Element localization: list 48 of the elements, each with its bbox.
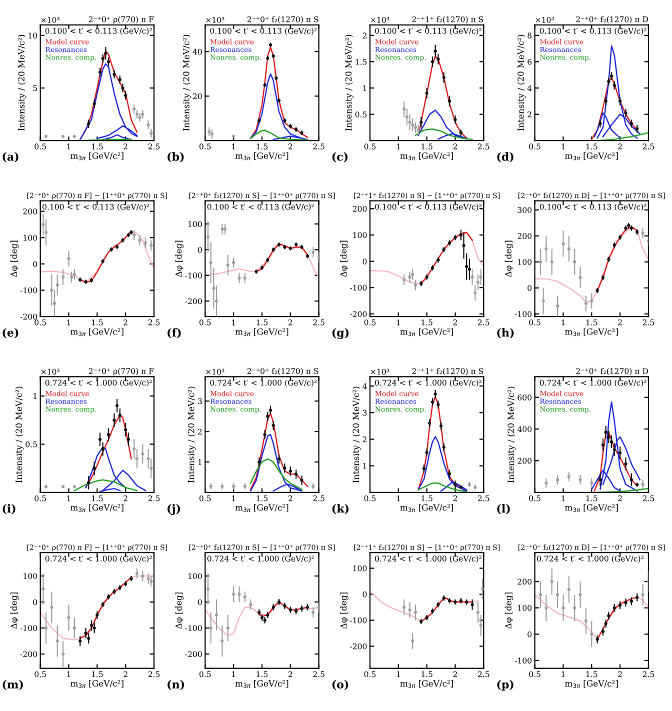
x-axis-title: m$_{3π}$ [GeV/c²] — [235, 504, 288, 512]
text: (n) — [168, 680, 184, 690]
x-axis-title: m$_{3π}$ [GeV/c²] — [235, 328, 288, 336]
x-axis-title: m$_{3π}$ [GeV/c²] — [400, 504, 453, 512]
text: (m) — [2, 680, 23, 690]
y-axis-title: Δφ [deg] — [10, 592, 19, 629]
y-axis-title: Δφ [deg] — [340, 592, 348, 629]
x-axis-title: m$_{3π}$ [GeV/c²] — [70, 504, 124, 512]
x-axis-title: m$_{3π}$ [GeV/c²] — [400, 152, 453, 160]
y-axis-title: Intensity / (20 MeV/c²) — [18, 34, 26, 131]
y-axis-title: Intensity / (20 MeV/c²) — [345, 34, 354, 131]
x-axis-title: m$_{3π}$ [GeV/c²] — [400, 328, 453, 336]
text: (p) — [497, 680, 514, 691]
text: (j) — [168, 504, 180, 515]
text: (g) — [332, 328, 349, 340]
x-axis-title: m$_{3π}$ [GeV/c²] — [564, 504, 618, 512]
text: (d) — [497, 152, 514, 162]
y-axis-title: Intensity / (20 MeV/c²) — [182, 34, 192, 131]
text: (a) — [2, 152, 18, 162]
y-axis-title: Intensity / (20 MeV/c²) — [517, 34, 526, 131]
x-axis-title: m$_{3π}$ [GeV/c²] — [564, 152, 618, 160]
text: (i) — [2, 504, 16, 514]
y-axis-title: Δφ [deg] — [10, 240, 19, 277]
y-axis-title: Intensity / (20 MeV/c²) — [15, 386, 24, 483]
y-axis-title: Δφ [deg] — [504, 592, 514, 629]
y-axis-title: Δφ [deg] — [504, 240, 514, 277]
x-axis-title: m$_{3π}$ [GeV/c²] — [400, 680, 453, 688]
y-axis-title: Δφ [deg] — [175, 240, 184, 277]
y-axis-title: Intensity / (20 MeV/c²) — [352, 386, 361, 483]
text: (e) — [2, 328, 18, 338]
y-axis-title: Δφ [deg] — [175, 592, 184, 629]
text: (k) — [332, 504, 348, 514]
x-axis-title: m$_{3π}$ [GeV/c²] — [235, 680, 288, 688]
x-axis-title: m$_{3π}$ [GeV/c²] — [70, 328, 124, 336]
y-axis-title: Intensity / (20 MeV/c²) — [507, 386, 516, 483]
text: (b) — [168, 152, 184, 162]
x-axis-title: m$_{3π}$ [GeV/c²] — [564, 328, 618, 336]
x-axis-title: m$_{3π}$ [GeV/c²] — [70, 152, 124, 160]
x-axis-title: m$_{3π}$ [GeV/c²] — [70, 680, 124, 688]
text: (c) — [332, 152, 348, 162]
text: (h) — [497, 328, 514, 338]
y-axis-title: Intensity / (20 MeV/c²) — [188, 386, 196, 483]
x-axis-title: m$_{3π}$ [GeV/c²] — [235, 152, 288, 160]
text: (f) — [168, 328, 181, 338]
x-axis-title: m$_{3π}$ [GeV/c²] — [564, 680, 618, 688]
text: (o) — [332, 680, 348, 690]
y-axis-title: Δφ [deg] — [340, 240, 348, 277]
text: (l) — [497, 504, 510, 514]
